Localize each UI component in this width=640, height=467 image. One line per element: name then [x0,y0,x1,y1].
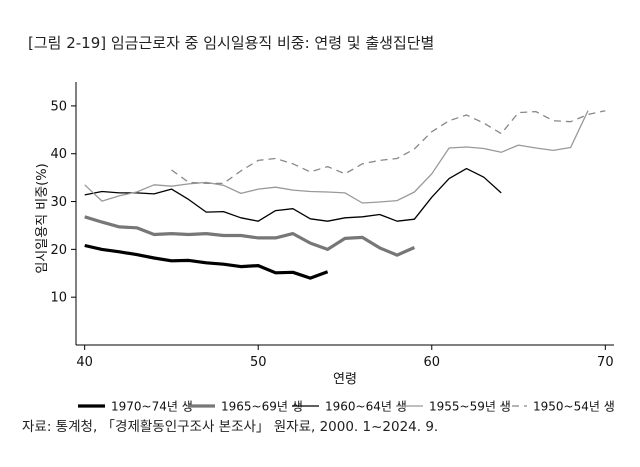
y-tick-label: 50 [50,99,67,114]
series-line [84,167,502,222]
legend-label: 1970~74년 생 [111,400,193,414]
legend-label: 1965~69년 생 [221,400,303,414]
x-tick-label: 60 [424,355,441,370]
y-tick-label: 20 [50,243,67,258]
series-line [84,243,329,280]
series-line [171,110,606,185]
x-tick-label: 40 [76,355,93,370]
chart-title: [그림 2-19] 임금근로자 중 임시일용직 비중: 연령 및 출생집단별 [28,34,435,52]
legend-label: 1955~59년 생 [429,400,511,414]
legend-label: 1950~54년 생 [533,400,615,414]
y-tick-label: 40 [50,147,67,162]
x-tick-label: 50 [250,355,267,370]
y-tick-label: 10 [50,291,67,306]
y-axis-title: 임시일용직 비중(%) [35,163,50,273]
source-note: 자료: 통계청, 「경제활동인구조사 본조사」 원자료, 2000. 1~202… [22,419,439,435]
series-line [84,215,416,257]
x-tick-label: 70 [597,355,614,370]
series-line [84,110,589,204]
legend-label: 1960~64년 생 [325,400,407,414]
y-tick-label: 30 [50,195,67,210]
x-axis-title: 연령 [333,372,357,387]
